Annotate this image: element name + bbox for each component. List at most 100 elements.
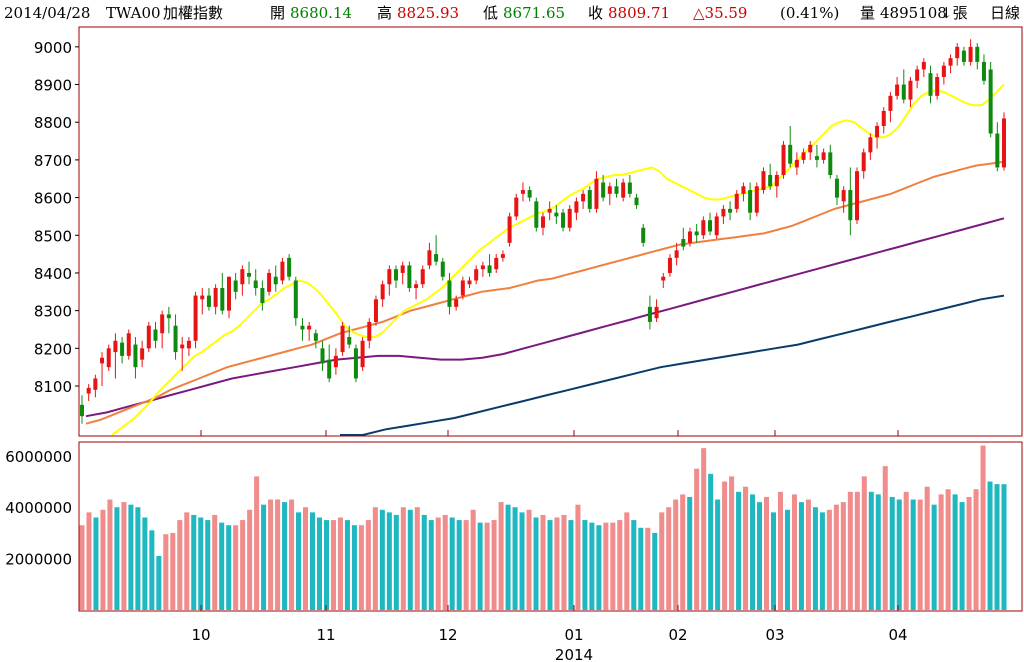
volume-bar <box>393 514 399 610</box>
candle-body <box>467 280 472 285</box>
volume-bar <box>568 520 574 610</box>
candle-body <box>327 359 332 379</box>
volume-bar <box>414 507 420 610</box>
volume-bar <box>86 512 92 610</box>
volume-y-axis: 6000000 4000000 2000000 <box>5 448 72 569</box>
volume-bar <box>456 520 462 610</box>
candle-body <box>93 378 98 390</box>
volume-bar <box>365 520 371 610</box>
volume-bar <box>526 509 532 610</box>
volume-bar <box>854 491 860 610</box>
candle-body <box>687 231 692 243</box>
candle-body <box>781 144 786 175</box>
candle-body <box>594 178 599 209</box>
volume-bar <box>233 525 239 610</box>
candle-body <box>474 269 479 281</box>
candle-body <box>988 69 993 134</box>
candle-body <box>848 190 853 221</box>
volume-bar <box>812 507 818 610</box>
volume-bar <box>289 499 295 610</box>
candle-body <box>407 265 412 289</box>
volume-bar <box>163 534 169 610</box>
candle-body <box>935 76 940 96</box>
volume-bar <box>121 502 127 610</box>
candle-body <box>273 276 278 285</box>
volume-bar <box>205 520 211 610</box>
candle-body <box>868 137 873 153</box>
x-tick-02: 02 <box>668 626 687 644</box>
candle-body <box>641 227 646 243</box>
volume-bar <box>861 476 867 610</box>
close-label: 收 <box>588 4 604 22</box>
volume-bar <box>931 504 937 610</box>
change-value: △35.59 <box>693 4 748 22</box>
volume-bar <box>743 486 749 610</box>
candle-body <box>587 190 592 209</box>
volume-bar <box>79 525 85 610</box>
candle-body <box>761 171 766 191</box>
candle-body <box>928 73 933 96</box>
volume-bar <box>149 530 155 610</box>
candle-body <box>113 340 118 353</box>
volume-bar <box>240 520 246 610</box>
low-label: 低 <box>483 4 499 22</box>
period-label[interactable]: 日線 <box>990 4 1021 22</box>
volume-bar <box>442 514 448 610</box>
price-y-tick-1: 8900 <box>34 77 72 95</box>
time-axis: 10 11 12 01 02 03 04 2014 <box>191 430 908 662</box>
candle-body <box>701 220 706 236</box>
candle-body <box>741 186 746 194</box>
candle-body <box>106 348 111 368</box>
quote-date: 2014/04/28 <box>4 4 91 22</box>
x-tick-11: 11 <box>316 626 335 644</box>
candle-body <box>186 340 191 349</box>
candle-body <box>86 387 91 394</box>
volume-bar <box>833 504 839 610</box>
volume-bar <box>798 502 804 610</box>
volume-bar <box>945 489 951 610</box>
candle-body <box>193 295 198 341</box>
candle-body <box>440 261 445 277</box>
volume-bar <box>512 507 518 610</box>
volume-bar <box>184 512 190 610</box>
candle-body <box>621 182 626 198</box>
volume-bar <box>449 517 455 610</box>
volume-bar <box>589 522 595 610</box>
volume-bar <box>729 476 735 610</box>
candle-body <box>340 325 345 353</box>
x-tick-04: 04 <box>888 626 907 644</box>
candle-body <box>694 231 699 236</box>
price-y-tick-8: 8200 <box>34 340 72 358</box>
volume-bar <box>819 512 825 610</box>
candle-body <box>146 325 151 349</box>
candle-body <box>120 342 125 356</box>
volume-bar <box>135 507 141 610</box>
volume-y-tick-2: 2000000 <box>5 551 72 569</box>
candle-body <box>240 269 245 285</box>
candle-body <box>247 272 252 277</box>
candle-body <box>166 314 171 319</box>
candle-body <box>674 250 679 258</box>
candle-body <box>427 250 432 266</box>
candle-body <box>875 125 880 138</box>
candle-body <box>380 284 385 300</box>
volume-bar <box>952 494 958 610</box>
volume-bar <box>987 481 993 610</box>
candle-body <box>173 325 178 353</box>
candle-body <box>394 269 399 281</box>
price-y-tick-2: 8800 <box>34 114 72 132</box>
candle-body <box>921 61 926 70</box>
volume-bar <box>575 504 581 610</box>
volume-bar <box>701 448 707 610</box>
candle-body <box>1001 118 1007 168</box>
price-y-tick-6: 8400 <box>34 265 72 283</box>
candle-body <box>714 216 719 236</box>
volume-bar <box>198 517 204 610</box>
candle-body <box>607 186 612 194</box>
price-y-tick-4: 8600 <box>34 190 72 208</box>
volume-bar <box>924 486 930 610</box>
volume-bars <box>79 445 1007 610</box>
candle-body <box>333 355 338 368</box>
candle-body <box>360 340 365 368</box>
volume-bar <box>973 489 979 610</box>
